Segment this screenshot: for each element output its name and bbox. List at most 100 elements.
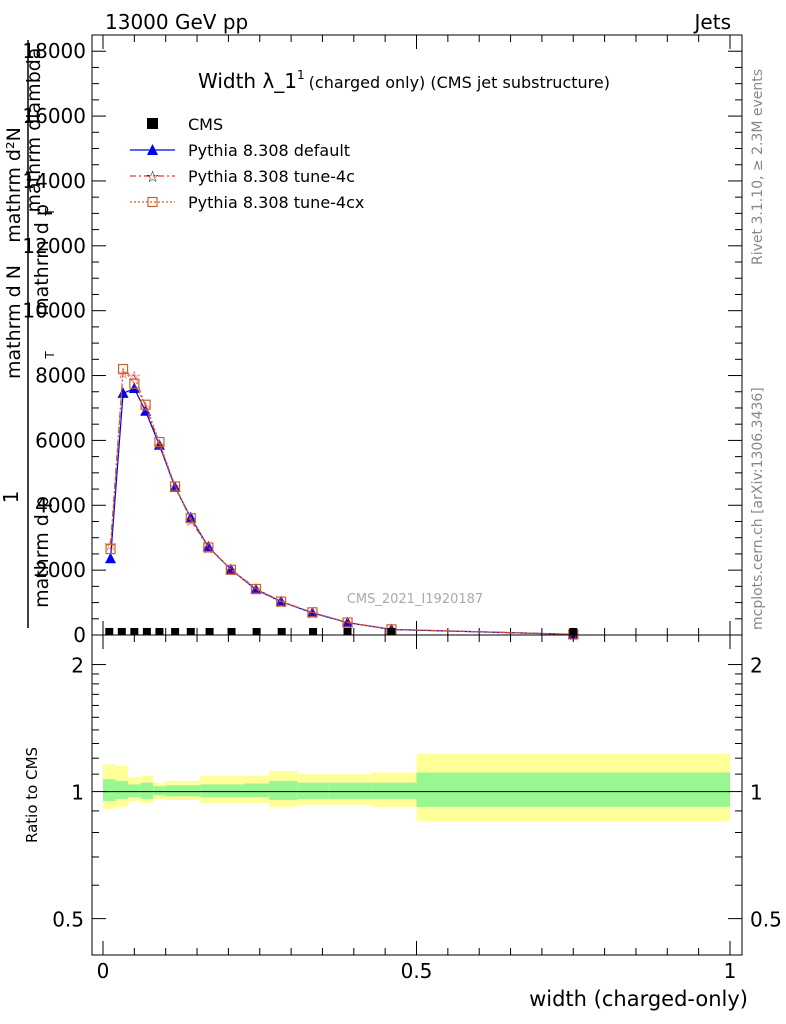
point-tune4c: ☆ [306,605,319,623]
ylabel-frac1-num: mathrm d N [3,265,25,379]
point-tune4cx [105,543,116,555]
ratio-inner-band [153,786,166,796]
legend-marker-default [147,144,158,155]
cms-point [130,627,139,635]
title-sup: 1 [297,68,305,82]
cms-point [105,627,114,635]
x-tick-label: 0.5 [401,959,433,983]
point-tune4cx [250,583,262,595]
cms-point [205,627,214,635]
ratio-inner-band [244,783,270,798]
cms-point [142,627,151,635]
cms-point [569,627,578,635]
ratio-y-tick-label-right: 1 [750,781,763,805]
y-tick-label: 18000 [22,39,86,63]
point-tune4c: ☆ [202,539,215,557]
ratio-inner-band [140,782,154,800]
point-tune4c: ☆ [104,536,117,554]
ratio-inner-band [297,782,329,800]
cms-point [387,627,396,635]
point-tune4c: ☆ [341,614,354,632]
legend-label-default: Pythia 8.308 default [188,141,350,160]
point-tune4cx [225,564,237,575]
point-tune4c: ☆ [128,368,141,386]
x-axis-label: width (charged-only) [529,987,748,1011]
analysis-watermark: CMS_2021_I1920187 [347,592,483,607]
y-tick-label: 4000 [35,493,86,517]
ratio-y-axis: 0.5 0.5 1 1 2 2 [52,654,782,932]
legend-marker-tune4c: ☆ [145,167,159,186]
y-tick-label: 2000 [35,558,86,582]
ratio-inner-band [218,784,245,798]
title-main: Width λ_1 [198,69,297,93]
cms-point [252,627,261,635]
ratio-inner-band [269,780,298,801]
header-process: Jets [693,10,731,34]
ratio-y-tick-label: 1 [71,781,84,805]
point-default [105,552,117,564]
ratio-inner-band [372,782,417,800]
y-tick-label: 12000 [22,234,86,258]
cms-point [171,627,180,635]
ratio-inner-band [416,772,730,807]
ratio-y-tick-label: 2 [71,654,84,678]
y-tick-label: 14000 [22,169,86,193]
ratio-inner-band [128,784,141,798]
y-tick-label: 0 [73,623,86,647]
title-sub: (charged only) (CMS jet substructure) [309,73,610,92]
point-tune4cx [203,542,214,553]
ratio-inner-band [103,779,116,801]
legend-label-cms: CMS [188,115,223,134]
ylabel-sub-t1: T [43,208,57,217]
x-tick-label: 1 [724,959,737,983]
y-tick-label: 8000 [35,364,86,388]
cms-point [227,627,236,635]
ratio-inner-band [200,784,219,798]
x-tick-label: 0 [97,959,110,983]
header-energy: 13000 GeV pp [105,10,248,34]
cms-data-points [105,627,578,635]
y-axis-label: 1 mathrm d N mathrm d p mathrm d²N mathr… [0,40,57,628]
point-tune4c: ☆ [139,398,152,416]
ratio-bands [103,753,730,822]
cms-point [309,627,318,635]
point-tune4cx [342,617,353,628]
legend-label-tune4cx: Pythia 8.308 tune-4cx [188,193,364,212]
cms-point [155,627,164,635]
point-tune4c: ☆ [153,436,166,454]
rivet-label: Rivet 3.1.10, ≥ 2.3M events [750,69,766,265]
ratio-y-tick-label-right: 2 [750,654,763,678]
ylabel-sub-t2: T [43,351,57,360]
cms-point [186,627,195,635]
series-line-0 [109,387,574,635]
ratio-ylabel: Ratio to CMS [23,747,41,843]
point-default [306,606,318,618]
point-default [117,387,129,398]
point-tune4c: ☆ [184,512,197,530]
ratio-inner-band [165,785,185,797]
cms-point [117,627,126,635]
legend-label-tune4c: Pythia 8.308 tune-4c [188,167,355,186]
ylabel-frac2-den: mathrm d p [31,204,53,316]
ratio-inner-band [115,780,129,800]
legend-marker-cms [147,118,158,129]
legend-marker-tune4cx [147,196,158,208]
y-tick-label: 6000 [35,428,86,452]
point-default [202,540,214,552]
point-tune4cx [140,399,151,410]
cms-point [277,627,286,635]
point-tune4cx [170,481,181,492]
ylabel-frac2-den2: mathrm dlambda [23,48,45,213]
point-tune4c: ☆ [274,593,287,611]
cms-point [343,627,352,635]
ratio-inner-band [328,782,373,800]
legend: CMS Pythia 8.308 default ☆ Pythia 8.308 … [130,115,364,212]
ratio-inner-band [184,785,201,797]
ratio-x-axis: 0 0.5 1 [97,635,737,983]
y-tick-label: 16000 [22,104,86,128]
svg-text:Width λ_11(charged only) (CMS: Width λ_11 (charged only) (CMS jet substr… [198,68,610,93]
y-tick-label: 10000 [22,299,86,323]
ylabel-frac1-den: mathrm d p [31,496,53,608]
series-line-2 [109,367,574,635]
